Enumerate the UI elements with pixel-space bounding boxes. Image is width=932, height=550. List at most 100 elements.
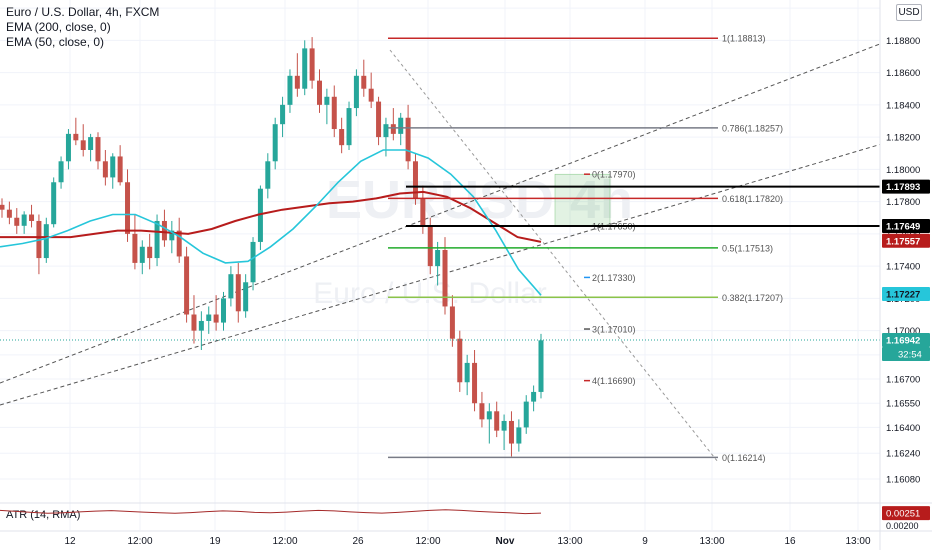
candle-body-10 (73, 133, 79, 141)
price-badge-4 (882, 333, 930, 347)
candle-body-65 (479, 403, 485, 420)
candle-body-16 (117, 156, 123, 183)
candle-body-3 (21, 214, 27, 226)
price-tick-14: 1.16400 (886, 423, 920, 434)
time-tick-11: 13:00 (845, 536, 870, 547)
candle-body-21 (154, 220, 160, 259)
price-tick-3: 1.18400 (886, 100, 920, 111)
candle-body-26 (191, 314, 197, 331)
countdown-badge (882, 347, 930, 361)
price-tick-15: 1.16240 (886, 449, 920, 460)
candle-body-37 (272, 124, 278, 162)
legend-ema200[interactable]: EMA (200, close, 0) (6, 20, 111, 34)
price-tick-10: 1.17000 (886, 326, 920, 337)
candle-body-18 (132, 233, 138, 263)
watermark-interval: 4h (570, 170, 633, 230)
candle-body-32 (235, 274, 241, 312)
price-badge-label-1: 1.17649 (886, 221, 920, 232)
price-tick-1: 1.18800 (886, 36, 920, 47)
candle-body-4 (29, 214, 35, 221)
time-tick-7: 13:00 (557, 536, 582, 547)
candle-body-59 (435, 250, 441, 267)
candle-body-14 (102, 161, 108, 178)
price-tick-6: 1.17800 (886, 197, 920, 208)
candle-body-13 (95, 137, 101, 162)
candle-body-62 (457, 338, 463, 383)
candle-body-40 (294, 75, 300, 89)
candle-body-68 (501, 420, 507, 431)
candle-body-61 (449, 306, 455, 339)
candle-body-64 (472, 362, 478, 404)
time-tick-5: 12:00 (415, 536, 440, 547)
candle-body-25 (184, 256, 190, 315)
atr-tick: 0.00200 (886, 521, 919, 531)
candle-body-71 (523, 401, 529, 428)
candle-body-45 (331, 96, 337, 130)
price-badge-1 (882, 218, 930, 233)
candle-body-8 (58, 161, 64, 183)
candle-body-54 (398, 117, 404, 134)
atr-legend: ATR (14, RMA) (6, 509, 80, 521)
candle-body-60 (442, 250, 448, 307)
candle-body-17 (125, 182, 131, 234)
price-tick-2: 1.18600 (886, 68, 920, 79)
fib-ext-label-2: 2(1.17330) (592, 273, 636, 283)
price-badge-0 (882, 179, 930, 194)
candle-body-58 (427, 225, 433, 267)
candle-body-35 (257, 188, 263, 242)
chart-legend: Euro / U.S. Dollar, 4h, FXCM EMA (200, c… (6, 5, 159, 50)
candle-body-67 (494, 411, 500, 431)
candle-body-0 (0, 204, 5, 210)
candle-body-69 (508, 420, 514, 444)
candle-body-48 (353, 75, 359, 109)
price-badge-label-0: 1.17893 (886, 182, 920, 193)
candle-body-24 (176, 230, 182, 257)
fib-level-label-2: 0.618(1.17820) (722, 194, 783, 204)
fib-level-label-0: 1(1.18813) (722, 34, 766, 44)
candle-body-34 (250, 241, 256, 283)
candle-body-28 (206, 314, 212, 321)
legend-symbol[interactable]: Euro / U.S. Dollar, 4h, FXCM (6, 5, 160, 19)
price-tick-16: 1.16080 (886, 475, 920, 486)
price-badge-2 (882, 233, 930, 248)
fib-level-label-5: 0(1.16214) (722, 453, 766, 463)
candle-body-50 (368, 88, 374, 102)
fib-ext-label-0: 0(1.17970) (592, 170, 636, 180)
candle-body-46 (339, 129, 345, 146)
time-tick-4: 26 (352, 536, 364, 547)
candle-body-11 (80, 140, 86, 150)
candle-body-56 (412, 161, 418, 199)
atr-badge-label: 0.00251 (886, 509, 920, 520)
candle-body-39 (287, 75, 293, 105)
time-tick-2: 19 (209, 536, 221, 547)
candle-body-72 (531, 391, 537, 402)
time-tick-9: 13:00 (699, 536, 724, 547)
fib-level-label-3: 0.5(1.17513) (722, 243, 773, 253)
candle-body-2 (14, 217, 20, 226)
candle-body-51 (376, 101, 382, 138)
target-zone-box (554, 173, 611, 227)
candle-body-6 (43, 224, 49, 259)
candle-body-22 (161, 220, 167, 241)
candle-body-27 (198, 320, 204, 331)
price-badge-3 (882, 287, 930, 302)
price-badge-label-3: 1.17227 (886, 290, 920, 301)
currency-badge[interactable]: USD (896, 4, 922, 21)
legend-ema50[interactable]: EMA (50, close, 0) (6, 35, 105, 49)
candle-body-57 (420, 198, 426, 226)
time-tick-0: 12 (64, 536, 76, 547)
candle-body-33 (243, 282, 249, 312)
fib-trend-line (389, 49, 719, 463)
price-badge-label-2: 1.17557 (886, 236, 920, 247)
fib-level-label-4: 0.382(1.17207) (722, 293, 783, 303)
atr-line (0, 509, 542, 515)
candle-body-29 (213, 314, 219, 323)
candle-body-1 (6, 209, 12, 218)
candle-body-12 (88, 137, 94, 150)
time-tick-3: 12:00 (272, 536, 297, 547)
candle-body-42 (309, 48, 315, 81)
ema50-line (0, 149, 542, 296)
